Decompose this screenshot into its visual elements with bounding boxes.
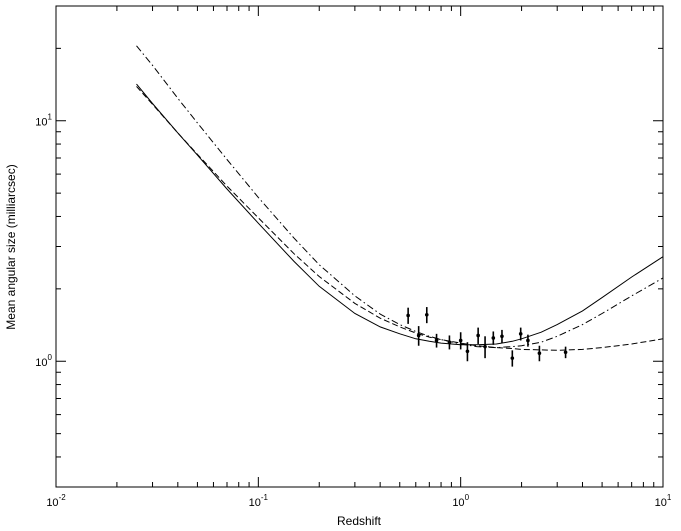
- x-tick-label: 101: [655, 493, 672, 509]
- data-point: [424, 313, 429, 317]
- data-point: [458, 338, 463, 343]
- data-point: [491, 336, 496, 340]
- data-point: [447, 340, 452, 345]
- y-tick-label: 100: [35, 353, 52, 369]
- tick-exponent: 0: [465, 493, 470, 502]
- x-tick-label: 10-1: [249, 493, 269, 509]
- data-point: [483, 344, 487, 349]
- y-tick-label: 101: [35, 113, 52, 129]
- tick-base: 10: [655, 497, 667, 509]
- data-point: [526, 338, 530, 343]
- tick-base: 10: [452, 497, 464, 509]
- data-point: [500, 334, 504, 339]
- tick-base: 10: [249, 497, 261, 509]
- x-tick-label: 100: [452, 493, 469, 509]
- series-line-dashed: [136, 86, 664, 351]
- tick-exponent: -2: [59, 493, 67, 502]
- tick-exponent: 0: [48, 353, 53, 362]
- data-point: [563, 350, 568, 355]
- tick-base: 10: [35, 357, 47, 369]
- tick-base: 10: [46, 497, 58, 509]
- x-tick-label: 10-2: [46, 493, 66, 509]
- tick-exponent: -1: [261, 493, 269, 502]
- data-point: [537, 351, 542, 356]
- x-axis-label: Redshift: [337, 514, 382, 528]
- data-point: [476, 333, 480, 338]
- series-line-solid: [136, 83, 664, 346]
- series-line-dash-dot: [136, 45, 664, 349]
- data-point: [416, 333, 421, 338]
- data-point: [518, 332, 523, 336]
- data-point: [465, 349, 470, 354]
- data-point: [434, 338, 439, 343]
- series-layer: [136, 45, 664, 367]
- tick-marks: [55, 5, 664, 488]
- data-point: [510, 356, 515, 360]
- tick-exponent: 1: [667, 493, 672, 502]
- tick-exponent: 1: [48, 113, 53, 122]
- plot-frame: [55, 5, 664, 488]
- y-axis-label: Mean angular size (milliarcsec): [4, 164, 18, 329]
- tick-base: 10: [35, 117, 47, 129]
- data-point: [406, 313, 410, 318]
